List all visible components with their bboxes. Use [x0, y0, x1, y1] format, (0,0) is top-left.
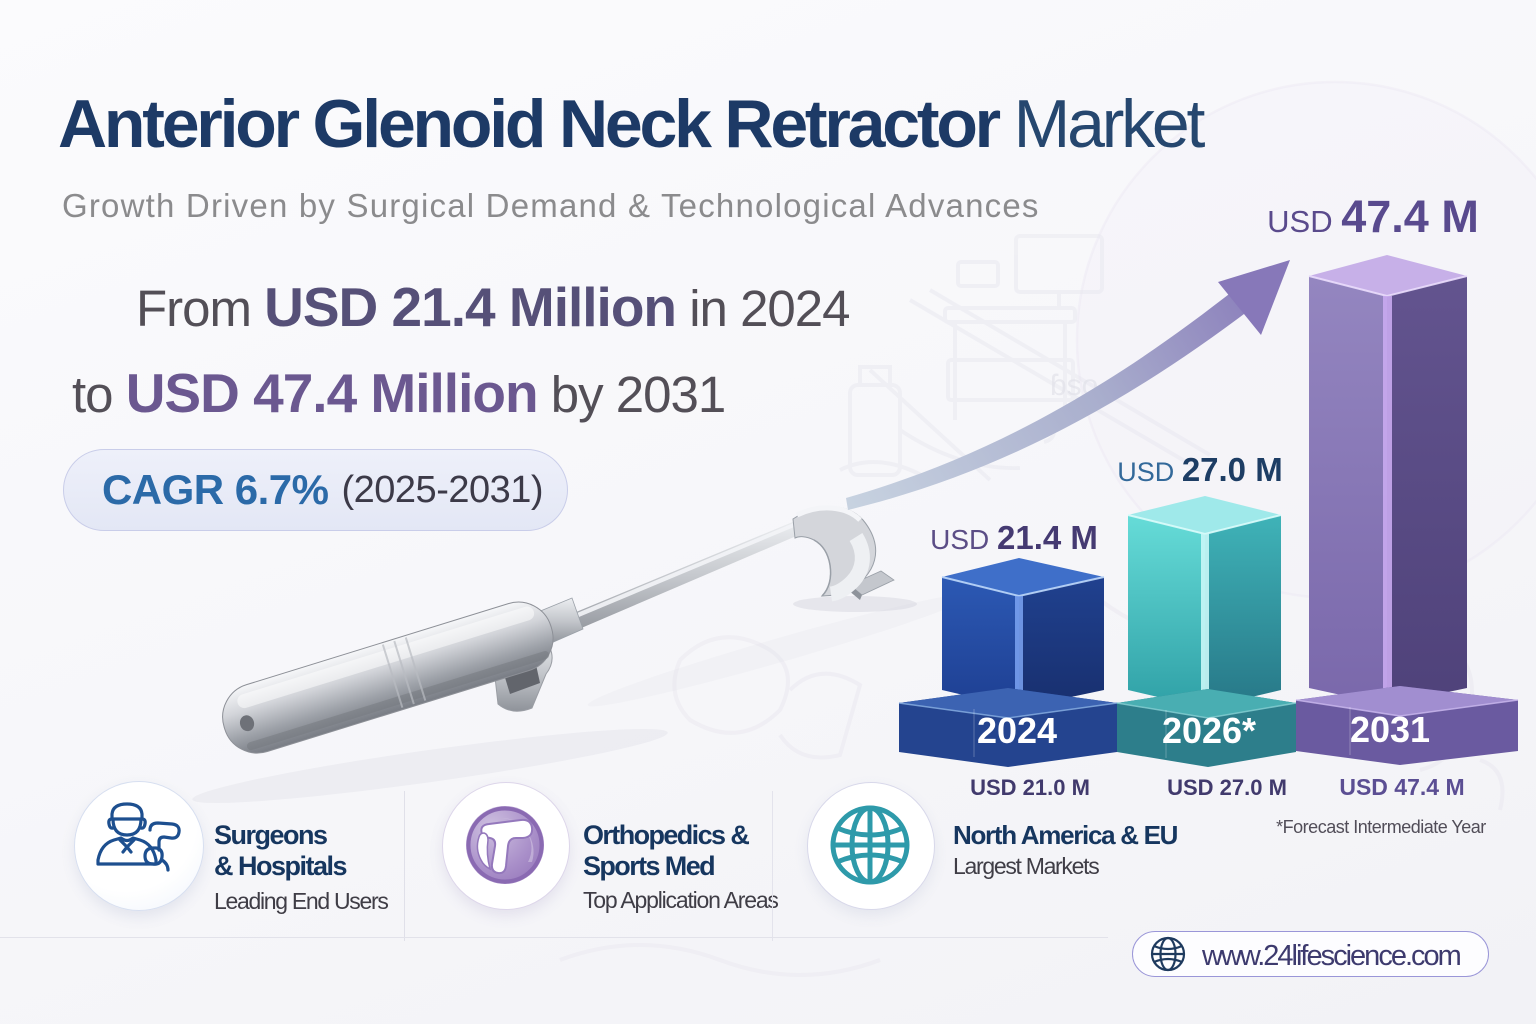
svg-text:2031: 2031 — [1350, 709, 1430, 750]
svg-text:2024: 2024 — [977, 710, 1057, 751]
svg-text:2026*: 2026* — [1162, 710, 1256, 751]
